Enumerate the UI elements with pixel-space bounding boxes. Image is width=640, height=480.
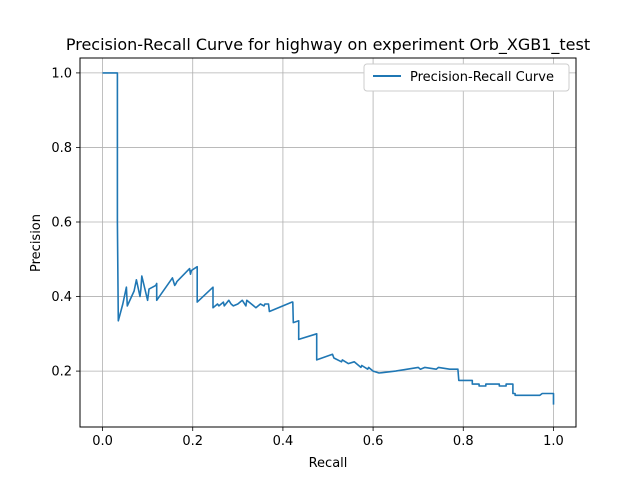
x-tick-label: 0.6 [363, 434, 384, 449]
y-tick-label: 1.0 [51, 66, 72, 81]
x-axis-label: Recall [309, 456, 348, 471]
legend-label: Precision-Recall Curve [410, 70, 554, 85]
series-line [102, 72, 555, 405]
legend: Precision-Recall Curve [363, 63, 570, 92]
y-axis-ticks: 0.2 0.4 0.6 0.8 1.0 [51, 66, 80, 380]
series-layer [102, 72, 555, 405]
x-tick-label: 1.0 [543, 434, 564, 449]
x-axis-ticks: 0.0 0.2 0.4 0.6 0.8 1.0 [92, 427, 564, 449]
x-tick-label: 0.8 [453, 434, 474, 449]
y-tick-label: 0.4 [51, 290, 72, 305]
y-tick-label: 0.6 [51, 216, 72, 231]
legend-box [363, 63, 570, 92]
y-tick-label: 0.2 [51, 365, 72, 380]
grid-lines [80, 58, 576, 427]
y-tick-label: 0.8 [51, 141, 72, 156]
chart-title: Precision-Recall Curve for highway on ex… [66, 35, 590, 55]
x-tick-label: 0.4 [273, 434, 294, 449]
plot-area-frame [79, 57, 577, 428]
x-tick-label: 0.2 [182, 434, 203, 449]
y-axis-label: Precision [29, 214, 44, 272]
x-tick-label: 0.0 [92, 434, 113, 449]
